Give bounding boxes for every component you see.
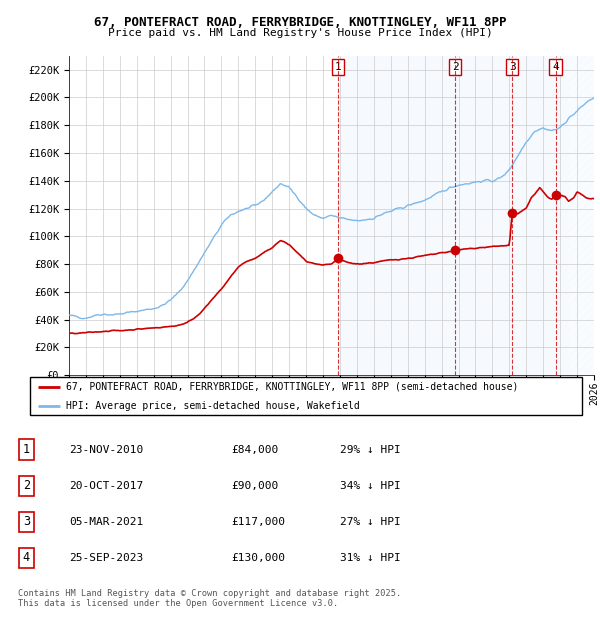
- Text: £84,000: £84,000: [231, 445, 278, 454]
- Text: £117,000: £117,000: [231, 517, 285, 527]
- FancyBboxPatch shape: [30, 377, 582, 415]
- Text: 20-OCT-2017: 20-OCT-2017: [70, 480, 144, 490]
- Text: 4: 4: [552, 62, 559, 72]
- Text: 3: 3: [509, 62, 515, 72]
- Text: 67, PONTEFRACT ROAD, FERRYBRIDGE, KNOTTINGLEY, WF11 8PP: 67, PONTEFRACT ROAD, FERRYBRIDGE, KNOTTI…: [94, 16, 506, 29]
- Text: 23-NOV-2010: 23-NOV-2010: [70, 445, 144, 454]
- Text: 05-MAR-2021: 05-MAR-2021: [70, 517, 144, 527]
- Text: £90,000: £90,000: [231, 480, 278, 490]
- Text: 2: 2: [452, 62, 458, 72]
- Text: 31% ↓ HPI: 31% ↓ HPI: [340, 553, 401, 563]
- Bar: [569, 56, 594, 375]
- Text: 29% ↓ HPI: 29% ↓ HPI: [340, 445, 401, 454]
- Text: 34% ↓ HPI: 34% ↓ HPI: [340, 480, 401, 490]
- Bar: [338, 56, 569, 375]
- Text: 1: 1: [335, 62, 341, 72]
- Text: £130,000: £130,000: [231, 553, 285, 563]
- Text: HPI: Average price, semi-detached house, Wakefield: HPI: Average price, semi-detached house,…: [66, 401, 359, 411]
- Text: 2: 2: [23, 479, 30, 492]
- Text: Contains HM Land Registry data © Crown copyright and database right 2025.
This d: Contains HM Land Registry data © Crown c…: [18, 589, 401, 608]
- Text: Price paid vs. HM Land Registry's House Price Index (HPI): Price paid vs. HM Land Registry's House …: [107, 28, 493, 38]
- Text: 25-SEP-2023: 25-SEP-2023: [70, 553, 144, 563]
- Text: 67, PONTEFRACT ROAD, FERRYBRIDGE, KNOTTINGLEY, WF11 8PP (semi-detached house): 67, PONTEFRACT ROAD, FERRYBRIDGE, KNOTTI…: [66, 381, 518, 392]
- Text: 3: 3: [23, 515, 30, 528]
- Text: 1: 1: [23, 443, 30, 456]
- Text: 4: 4: [23, 551, 30, 564]
- Text: 27% ↓ HPI: 27% ↓ HPI: [340, 517, 401, 527]
